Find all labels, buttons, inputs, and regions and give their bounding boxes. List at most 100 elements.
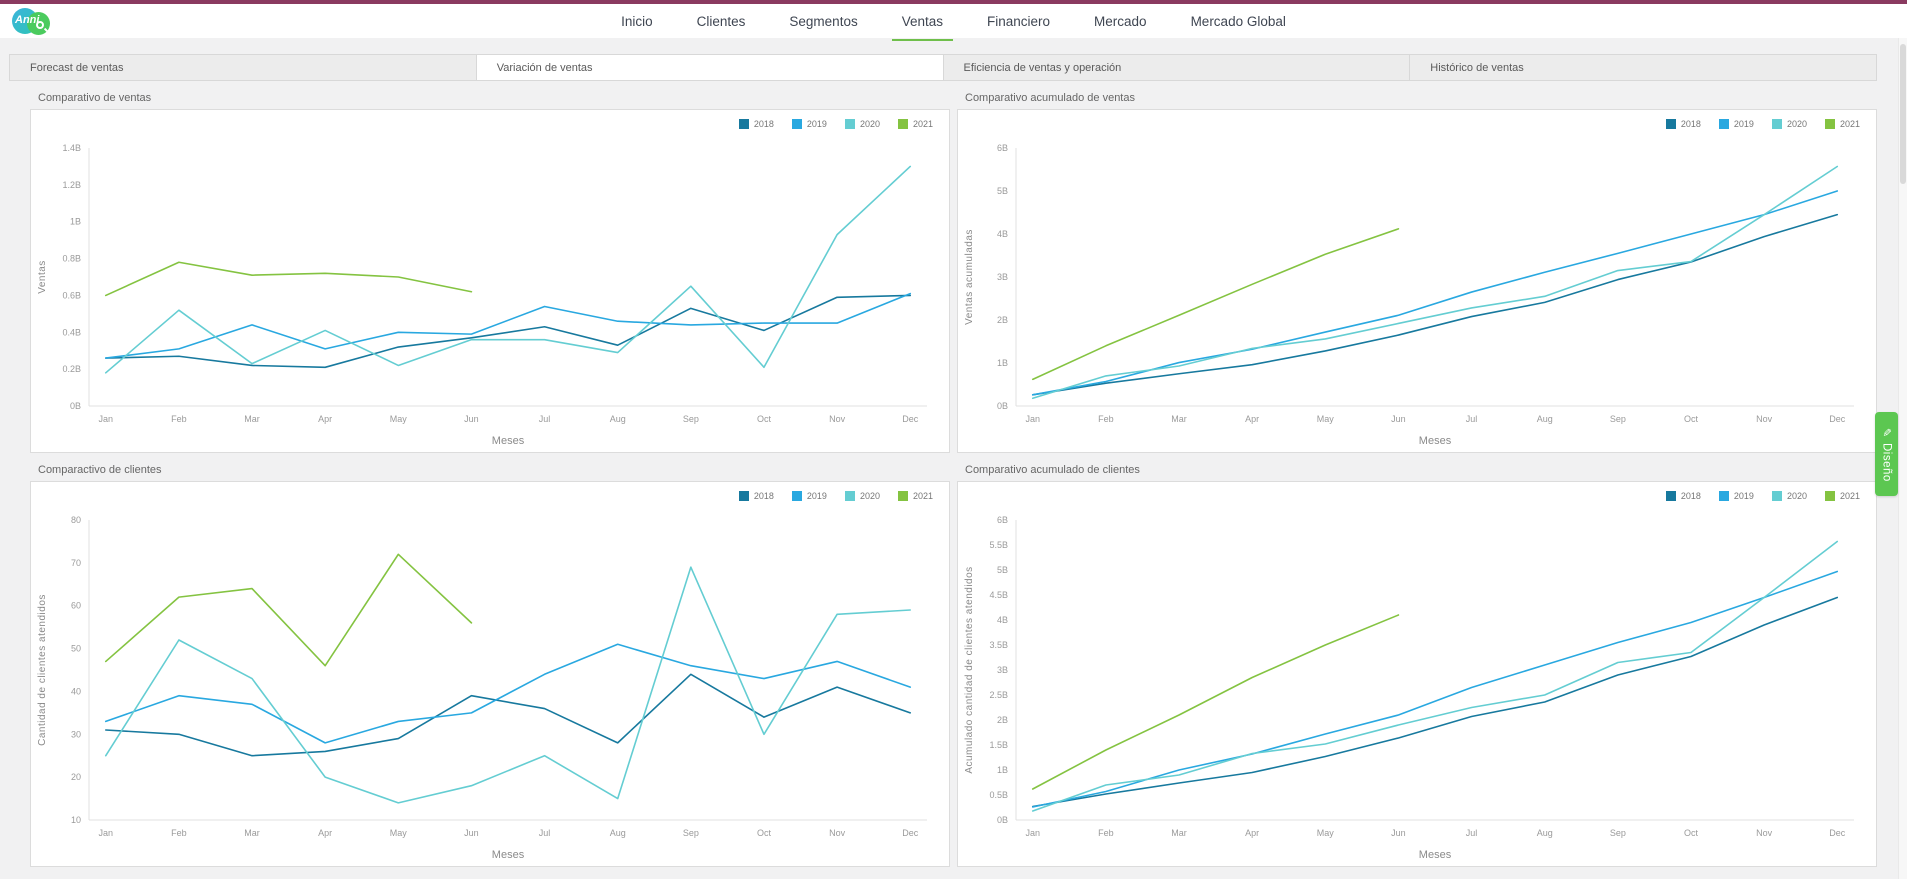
series-line-2021 (1031, 228, 1400, 381)
legend-swatch (897, 119, 908, 129)
legend-label: 2020 (1786, 491, 1807, 501)
line-chart-ventas-acumuladas: 0B 1B 2B 3B 4B 5B 6B Jan Feb Mar Apr May Jun Jul Aug Se… (964, 143, 1854, 447)
tab-historico-de-ventas[interactable]: Histórico de ventas (1410, 55, 1876, 80)
legend-item-2020[interactable]: 2020 (1771, 491, 1807, 501)
series-line-2020 (104, 566, 912, 804)
legend-swatch (1771, 119, 1782, 129)
svg-text:Mar: Mar (244, 414, 260, 424)
nav-item-mercado[interactable]: Mercado (1094, 13, 1147, 29)
svg-text:Jul: Jul (1466, 414, 1478, 424)
nav-item-mercado-global[interactable]: Mercado Global (1190, 13, 1286, 29)
nav-item-ventas[interactable]: Ventas (891, 5, 954, 41)
legend-label: 2020 (1786, 119, 1807, 129)
svg-text:Meses: Meses (1419, 435, 1452, 447)
app-logo[interactable]: Anni (12, 5, 60, 37)
chart-legend: 2018 2019 2020 2021 (1665, 491, 1860, 501)
chart-legend: 2018 2019 2020 2021 (1665, 119, 1860, 129)
svg-text:2.5B: 2.5B (989, 690, 1008, 700)
svg-text:May: May (1317, 828, 1335, 838)
svg-text:Nov: Nov (829, 414, 846, 424)
legend-item-2019[interactable]: 2019 (1718, 119, 1754, 129)
tab-eficiencia-de-ventas[interactable]: Eficiencia de ventas y operación (943, 55, 1411, 80)
svg-text:0.2B: 0.2B (62, 364, 81, 374)
series-line-2019 (1031, 570, 1839, 808)
svg-text:Jul: Jul (539, 414, 551, 424)
svg-text:May: May (1317, 414, 1335, 424)
svg-text:0B: 0B (70, 401, 81, 411)
svg-text:Feb: Feb (171, 414, 187, 424)
series-line-2021 (1031, 614, 1400, 790)
legend-item-2019[interactable]: 2019 (791, 491, 827, 501)
vertical-scrollbar[interactable] (1898, 38, 1907, 879)
legend-item-2021[interactable]: 2021 (1824, 119, 1860, 129)
legend-item-2018[interactable]: 2018 (738, 491, 774, 501)
nav-item-clientes[interactable]: Clientes (696, 13, 746, 29)
scrollbar-thumb[interactable] (1900, 44, 1906, 184)
svg-text:0.6B: 0.6B (62, 290, 81, 300)
svg-text:Sep: Sep (1610, 828, 1626, 838)
legend-item-2019[interactable]: 2019 (791, 119, 827, 129)
legend-swatch (791, 119, 802, 129)
svg-text:Mar: Mar (244, 828, 260, 838)
svg-text:0.8B: 0.8B (62, 254, 81, 264)
legend-label: 2019 (1733, 491, 1754, 501)
svg-text:Mar: Mar (1171, 414, 1187, 424)
legend-swatch (1824, 119, 1835, 129)
design-mode-button[interactable]: ✎ Diseño (1875, 412, 1898, 496)
svg-text:40: 40 (71, 686, 81, 696)
line-chart-clientes-acumulados: 0B 0.5B 1B 1.5B 2B 2.5B 3B 3.5B 4B 4.5B 5B 5.5B 6B Ja… (964, 515, 1854, 861)
line-chart-clientes: 10 20 30 40 50 60 70 80 Jan Feb Mar Apr May Jun Jul Aug… (37, 515, 927, 861)
nav-item-segmentos[interactable]: Segmentos (789, 13, 858, 29)
svg-text:Nov: Nov (1756, 828, 1773, 838)
chart-section-comparativo-ventas: Comparativo de ventas 2018 2019 2020 2021 0… (30, 88, 950, 453)
svg-text:50: 50 (71, 644, 81, 654)
svg-text:Apr: Apr (318, 414, 332, 424)
legend-item-2021[interactable]: 2021 (897, 491, 933, 501)
nav-item-inicio[interactable]: Inicio (621, 13, 653, 29)
legend-item-2019[interactable]: 2019 (1718, 491, 1754, 501)
svg-text:Feb: Feb (1098, 828, 1114, 838)
svg-text:Apr: Apr (1245, 414, 1259, 424)
svg-text:3.5B: 3.5B (989, 640, 1008, 650)
chart-section-comparativo-clientes: Comparactivo de clientes 2018 2019 2020 202… (30, 460, 950, 867)
svg-text:0.4B: 0.4B (62, 327, 81, 337)
legend-label: 2018 (1680, 491, 1701, 501)
series-line-2020 (104, 165, 912, 374)
chart-title: Comparativo acumulado de clientes (965, 464, 1140, 476)
legend-label: 2021 (1839, 491, 1860, 501)
svg-text:30: 30 (71, 729, 81, 739)
legend-label: 2020 (859, 119, 880, 129)
svg-text:Cantidad de clientes atendidos: Cantidad de clientes atendidos (37, 594, 48, 746)
legend-item-2020[interactable]: 2020 (844, 491, 880, 501)
legend-item-2018[interactable]: 2018 (738, 119, 774, 129)
svg-text:Oct: Oct (757, 828, 772, 838)
legend-item-2020[interactable]: 2020 (844, 119, 880, 129)
legend-label: 2019 (1733, 119, 1754, 129)
svg-text:70: 70 (71, 558, 81, 568)
legend-item-2020[interactable]: 2020 (1771, 119, 1807, 129)
nav-item-financiero[interactable]: Financiero (987, 13, 1051, 29)
legend-item-2021[interactable]: 2021 (897, 119, 933, 129)
svg-text:Dec: Dec (1829, 828, 1846, 838)
svg-text:Jun: Jun (464, 828, 479, 838)
legend-label: 2019 (806, 119, 827, 129)
legend-item-2021[interactable]: 2021 (1824, 491, 1860, 501)
svg-text:6B: 6B (997, 515, 1008, 525)
legend-item-2018[interactable]: 2018 (1665, 491, 1701, 501)
edit-icon: ✎ (1880, 427, 1892, 438)
tab-variacion-de-ventas[interactable]: Variación de ventas (476, 55, 944, 80)
svg-text:4B: 4B (997, 229, 1008, 239)
svg-text:4B: 4B (997, 615, 1008, 625)
svg-text:Ventas acumuladas: Ventas acumuladas (964, 229, 975, 325)
legend-label: 2020 (859, 491, 880, 501)
svg-text:Oct: Oct (757, 414, 772, 424)
chart-title: Comparativo acumulado de ventas (965, 92, 1135, 104)
svg-text:1.4B: 1.4B (62, 143, 81, 153)
svg-text:Jun: Jun (1391, 414, 1406, 424)
legend-item-2018[interactable]: 2018 (1665, 119, 1701, 129)
report-subtabs: Forecast de ventas Variación de ventas E… (9, 54, 1877, 81)
svg-text:0B: 0B (997, 815, 1008, 825)
tab-forecast-de-ventas[interactable]: Forecast de ventas (10, 55, 477, 80)
svg-text:Aug: Aug (610, 828, 626, 838)
svg-text:Dec: Dec (902, 414, 919, 424)
